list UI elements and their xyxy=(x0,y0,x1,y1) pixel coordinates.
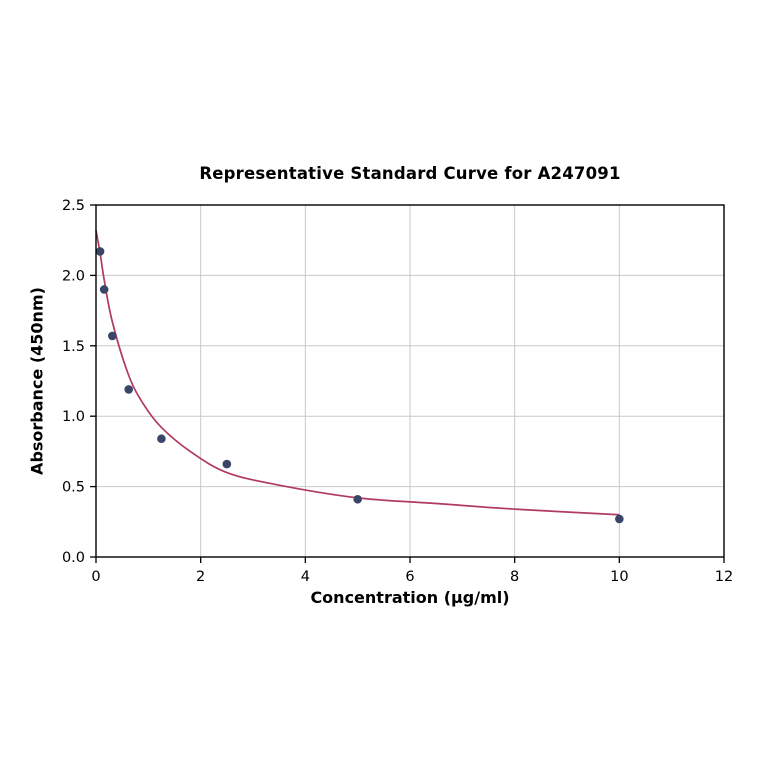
data-point xyxy=(157,434,166,444)
data-point xyxy=(108,331,117,341)
chart-title: Representative Standard Curve for A24709… xyxy=(199,164,621,183)
data-point xyxy=(222,459,232,469)
data-point xyxy=(615,514,624,524)
y-tick-label: 1.0 xyxy=(62,409,85,425)
x-tick-label: 6 xyxy=(405,569,414,585)
x-tick-label: 8 xyxy=(510,569,519,585)
y-tick-label: 0.0 xyxy=(62,550,85,566)
data-point xyxy=(95,247,105,256)
x-axis-label: Concentration (µg/ml) xyxy=(310,588,510,607)
data-point xyxy=(124,385,134,394)
data-point xyxy=(353,494,362,504)
fit-curve xyxy=(95,230,620,516)
data-point xyxy=(99,285,109,294)
y-tick-label: 2.0 xyxy=(62,268,85,284)
x-tick-label: 12 xyxy=(715,569,733,585)
y-tick-label: 1.5 xyxy=(62,339,85,355)
x-tick-label: 4 xyxy=(301,569,310,585)
y-tick-label: 0.5 xyxy=(62,480,85,496)
x-tick-label: 2 xyxy=(196,569,205,585)
x-tick-label: 0 xyxy=(91,569,100,585)
y-axis-label: Absorbance (450nm) xyxy=(27,287,47,475)
x-tick-label: 10 xyxy=(610,569,628,585)
y-tick-label: 2.5 xyxy=(62,198,85,214)
